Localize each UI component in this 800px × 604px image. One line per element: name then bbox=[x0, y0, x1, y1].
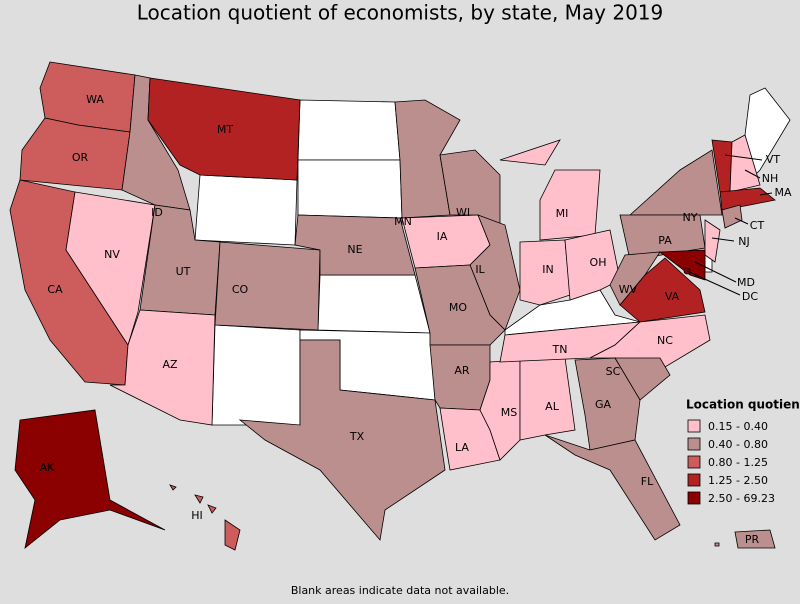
state bbox=[714, 542, 720, 547]
state bbox=[429, 344, 491, 411]
legend: Location quotient 0.15 - 0.40 0.40 - 0.80… bbox=[686, 398, 800, 506]
state bbox=[609, 251, 661, 306]
legend-title: Location quotient bbox=[686, 398, 800, 412]
legend-swatch bbox=[687, 455, 701, 469]
state bbox=[147, 77, 301, 181]
leader-line bbox=[694, 261, 737, 283]
state-label: WI bbox=[456, 206, 470, 219]
state-label: AK bbox=[40, 461, 56, 474]
state-label: NJ bbox=[738, 235, 749, 248]
state-label: TX bbox=[349, 430, 365, 443]
state-label: LA bbox=[455, 441, 469, 454]
state bbox=[519, 357, 576, 441]
state-label: NH bbox=[762, 172, 779, 185]
leader-line bbox=[711, 237, 735, 242]
legend-label: 0.40 - 0.80 bbox=[708, 438, 768, 451]
state bbox=[207, 504, 217, 514]
state-label: VT bbox=[766, 153, 781, 166]
state bbox=[729, 134, 761, 193]
state-label: MS bbox=[501, 406, 517, 419]
state-label: NC bbox=[657, 334, 673, 347]
leader-line bbox=[734, 217, 749, 225]
state-label: AZ bbox=[162, 358, 178, 371]
state-label: MT bbox=[217, 123, 233, 136]
state-label: IA bbox=[437, 230, 448, 243]
legend-label: 0.80 - 1.25 bbox=[708, 456, 768, 469]
state-label: FL bbox=[641, 475, 654, 488]
state bbox=[734, 529, 776, 549]
leader-line bbox=[759, 192, 773, 196]
state bbox=[194, 494, 204, 504]
state bbox=[539, 169, 601, 241]
state-label: CA bbox=[47, 283, 63, 296]
state bbox=[719, 187, 776, 211]
state-label: AL bbox=[545, 400, 560, 413]
state bbox=[109, 309, 216, 426]
state bbox=[499, 139, 561, 166]
legend-swatch bbox=[687, 419, 701, 433]
state-blank bbox=[297, 159, 403, 219]
state-blank bbox=[211, 324, 301, 426]
state-label: WA bbox=[86, 93, 104, 106]
legend-swatch bbox=[687, 437, 701, 451]
state-label: MD bbox=[737, 276, 755, 289]
state-label: ID bbox=[151, 206, 163, 219]
legend-label: 2.50 - 69.23 bbox=[708, 492, 775, 505]
state-label: UT bbox=[176, 265, 191, 278]
state-label: GA bbox=[595, 398, 612, 411]
state-label: PA bbox=[658, 234, 672, 247]
state bbox=[65, 191, 156, 346]
state bbox=[14, 409, 166, 550]
state-label: VA bbox=[665, 290, 680, 303]
state-blank bbox=[317, 274, 431, 334]
state bbox=[238, 339, 446, 541]
state bbox=[658, 249, 706, 281]
state bbox=[544, 434, 681, 541]
state-label: DC bbox=[742, 290, 758, 303]
legend-label: 0.15 - 0.40 bbox=[708, 420, 768, 433]
state-blank bbox=[194, 174, 298, 246]
state bbox=[224, 519, 241, 551]
state-label: SC bbox=[606, 365, 621, 378]
state bbox=[214, 241, 321, 331]
footnote: Blank areas indicate data not available. bbox=[291, 584, 509, 597]
state-label: OH bbox=[590, 256, 607, 269]
state-label: WV bbox=[619, 283, 638, 296]
legend-swatch bbox=[687, 491, 701, 505]
leader-line bbox=[744, 169, 761, 179]
state-label: MN bbox=[394, 215, 412, 228]
state-label: MI bbox=[556, 207, 569, 220]
state-label: AR bbox=[454, 364, 470, 377]
states bbox=[9, 61, 776, 551]
state-label: MO bbox=[449, 301, 467, 314]
legend-label: 1.25 - 2.50 bbox=[708, 474, 768, 487]
state-blank bbox=[297, 99, 401, 161]
legend-swatch bbox=[687, 473, 701, 487]
state bbox=[294, 214, 416, 276]
state-label: NY bbox=[683, 211, 698, 224]
leader-line bbox=[724, 154, 763, 161]
state-labels: WA OR CA NV ID MT UT AZ CO NE MN IA WI IL MO AR TX LA MS AL… bbox=[40, 93, 792, 546]
state-label: HI bbox=[191, 509, 203, 522]
map-title: Location quotient of economists, by stat… bbox=[137, 1, 664, 25]
state-label: CT bbox=[750, 219, 765, 232]
state-label: PR bbox=[745, 533, 760, 546]
state bbox=[721, 204, 743, 229]
state-label: MA bbox=[774, 186, 791, 199]
state-label: OR bbox=[72, 151, 89, 164]
leader-line bbox=[686, 270, 741, 296]
state bbox=[704, 219, 721, 263]
state-label: NV bbox=[104, 248, 120, 261]
state bbox=[519, 239, 571, 306]
state-label: NE bbox=[347, 243, 362, 256]
state bbox=[414, 264, 506, 346]
state-label: IN bbox=[542, 263, 553, 276]
state-label: TN bbox=[552, 343, 568, 356]
state bbox=[169, 484, 177, 491]
state-label: CO bbox=[232, 283, 249, 296]
state-label: IL bbox=[475, 263, 485, 276]
